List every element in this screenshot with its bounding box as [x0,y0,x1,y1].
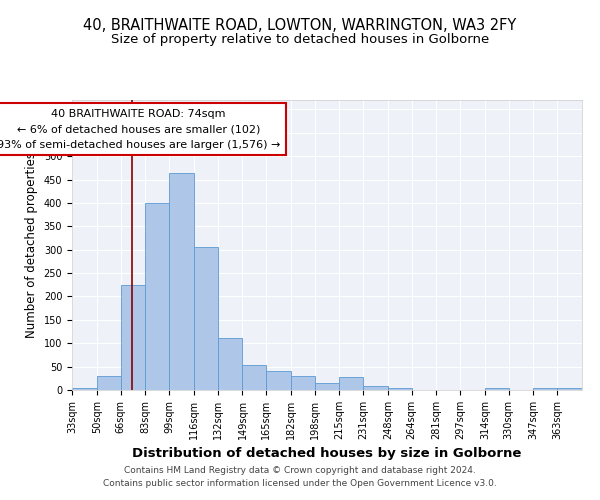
Y-axis label: Number of detached properties: Number of detached properties [25,152,38,338]
Bar [291,376,314,390]
Bar [145,203,169,390]
Text: 40, BRAITHWAITE ROAD, LOWTON, WARRINGTON, WA3 2FY: 40, BRAITHWAITE ROAD, LOWTON, WARRINGTON… [83,18,517,32]
Bar [314,384,340,390]
Bar [388,388,412,390]
Text: Size of property relative to detached houses in Golborne: Size of property relative to detached ho… [111,32,489,46]
Text: 40 BRAITHWAITE ROAD: 74sqm
← 6% of detached houses are smaller (102)
93% of semi: 40 BRAITHWAITE ROAD: 74sqm ← 6% of detac… [0,108,280,150]
Bar [533,388,557,390]
Bar [363,386,388,390]
Bar [97,376,121,390]
Bar [242,365,266,390]
Bar [194,248,218,390]
Bar [72,388,97,390]
Bar [169,172,194,390]
Bar [557,388,582,390]
Bar [485,388,509,390]
Bar [121,285,145,390]
Bar [266,372,291,390]
Bar [218,338,242,390]
Bar [340,377,363,390]
X-axis label: Distribution of detached houses by size in Golborne: Distribution of detached houses by size … [133,448,521,460]
Text: Contains HM Land Registry data © Crown copyright and database right 2024.
Contai: Contains HM Land Registry data © Crown c… [103,466,497,487]
